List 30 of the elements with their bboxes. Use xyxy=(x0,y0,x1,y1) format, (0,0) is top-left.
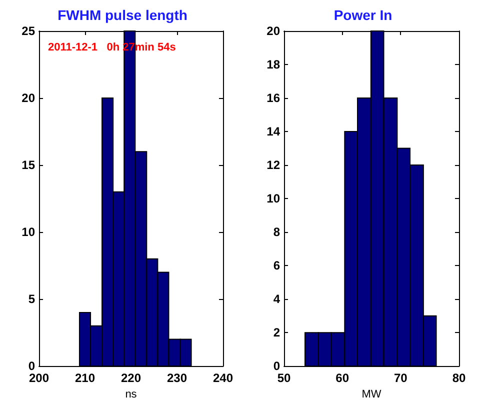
y-tick-label: 25 xyxy=(22,24,36,38)
y-tick-label: 14 xyxy=(266,124,280,139)
x-tick-label: 210 xyxy=(74,371,96,386)
x-axis-title: ns xyxy=(125,388,138,400)
chart-title: FWHM pulse length xyxy=(58,7,188,23)
y-tick-label: 0 xyxy=(28,359,36,374)
y-tick-label: 0 xyxy=(273,359,280,374)
x-tick-label: 230 xyxy=(166,371,188,386)
y-tick-label: 15 xyxy=(22,158,36,172)
x-tick-label: 240 xyxy=(212,371,234,386)
y-tick-label: 8 xyxy=(273,225,280,240)
x-tick-label: 80 xyxy=(452,371,466,386)
y-tick-label: 12 xyxy=(266,158,280,172)
y-tick-label: 20 xyxy=(266,24,280,38)
chart-title: Power In xyxy=(334,7,392,23)
x-tick-label: 220 xyxy=(120,371,142,386)
y-tick-label: 5 xyxy=(28,292,36,306)
y-tick-label: 18 xyxy=(266,58,280,72)
x-axis-title: MW xyxy=(362,388,382,400)
y-tick-label: 6 xyxy=(273,258,280,273)
y-tick-label: 20 xyxy=(22,91,36,106)
x-tick-label: 60 xyxy=(336,371,350,386)
x-tick-label: 200 xyxy=(28,371,50,386)
y-tick-label: 16 xyxy=(266,91,280,106)
x-tick-label: 50 xyxy=(277,371,291,386)
y-tick-label: 2 xyxy=(273,326,280,340)
y-tick-label: 10 xyxy=(22,225,36,240)
y-tick-label: 4 xyxy=(273,292,280,306)
x-tick-label: 70 xyxy=(394,371,408,386)
y-tick-label: 10 xyxy=(266,192,280,206)
